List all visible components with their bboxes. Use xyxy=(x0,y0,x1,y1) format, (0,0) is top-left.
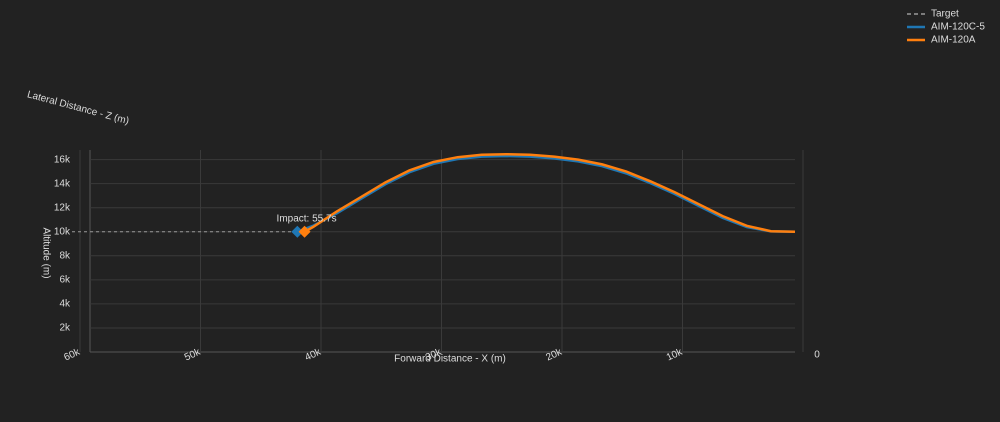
y-tick-label: 12k xyxy=(54,202,71,213)
y-tick-label: 16k xyxy=(54,154,71,165)
x-axis-title: Forward Distance - X (m) xyxy=(394,354,506,365)
impact-marker xyxy=(291,225,304,238)
series-line xyxy=(303,152,796,234)
y-tick-label: 14k xyxy=(54,178,71,189)
x-tick-label: 0 xyxy=(814,350,820,361)
y-tick-label: 10k xyxy=(54,226,71,237)
annotation: Impact: 55.7s xyxy=(277,213,337,224)
y-tick-label: 4k xyxy=(59,299,71,310)
legend-label: AIM-120A xyxy=(931,35,976,46)
y-tick-label: 6k xyxy=(59,274,71,285)
impact-marker xyxy=(298,225,311,238)
series-line xyxy=(296,154,796,234)
y-axis-title: Altitude (m) xyxy=(40,227,51,278)
y-tick-label: 2k xyxy=(59,323,71,334)
legend-label: AIM-120C-5 xyxy=(931,22,985,33)
legend-label: Target xyxy=(931,9,959,20)
y-tick-label: 8k xyxy=(59,250,71,261)
